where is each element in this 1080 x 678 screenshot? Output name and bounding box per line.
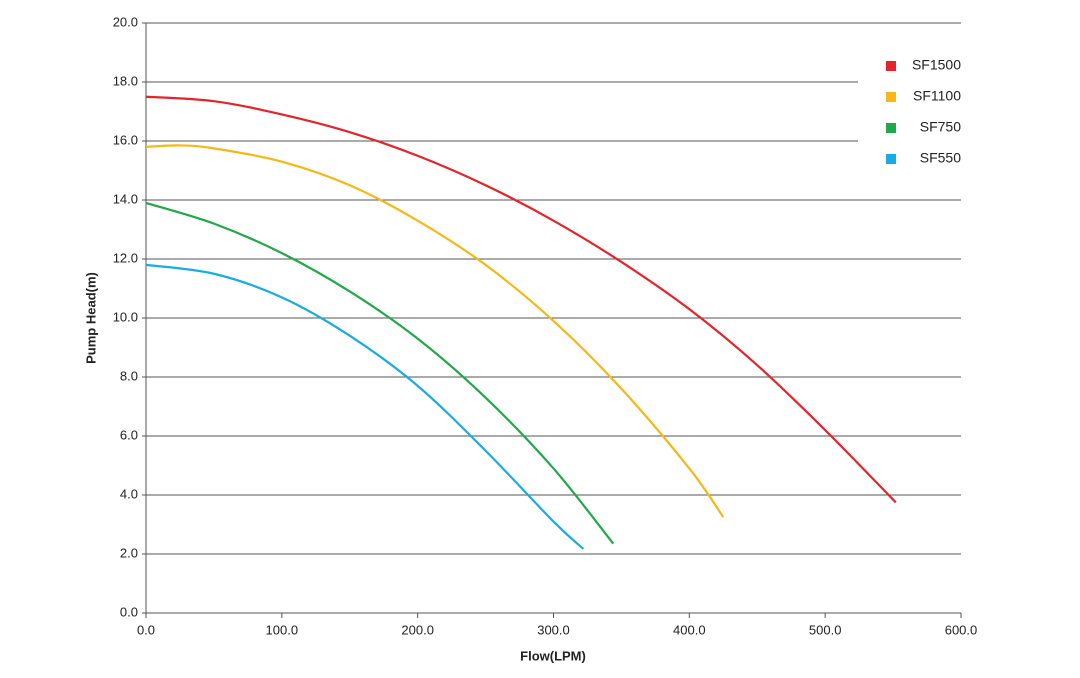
x-axis-title: Flow(LPM) bbox=[520, 648, 586, 663]
x-tick-label: 400.0 bbox=[673, 622, 706, 637]
x-tick-label: 100.0 bbox=[266, 622, 299, 637]
y-tick-label: 8.0 bbox=[120, 368, 138, 383]
y-tick-label: 14.0 bbox=[113, 191, 138, 206]
legend-label: SF550 bbox=[920, 150, 961, 166]
legend-swatch bbox=[886, 154, 896, 164]
x-tick-label: 500.0 bbox=[809, 622, 842, 637]
y-tick-label: 4.0 bbox=[120, 486, 138, 501]
y-axis-title: Pump Head(m) bbox=[83, 272, 98, 364]
legend-label: SF1500 bbox=[912, 57, 961, 73]
legend-swatch bbox=[886, 123, 896, 133]
y-tick-label: 20.0 bbox=[113, 14, 138, 29]
y-tick-label: 2.0 bbox=[120, 545, 138, 560]
y-tick-label: 0.0 bbox=[120, 604, 138, 619]
y-tick-label: 16.0 bbox=[113, 132, 138, 147]
x-tick-label: 300.0 bbox=[537, 622, 570, 637]
x-tick-label: 600.0 bbox=[945, 622, 978, 637]
series-line bbox=[145, 95, 897, 504]
y-tick-label: 18.0 bbox=[113, 73, 138, 88]
legend-label: SF1100 bbox=[913, 88, 961, 104]
legend-swatch bbox=[886, 61, 896, 71]
series-line bbox=[145, 144, 725, 518]
y-tick-label: 12.0 bbox=[113, 250, 138, 265]
series-line bbox=[145, 201, 615, 545]
x-tick-label: 0.0 bbox=[137, 622, 155, 637]
legend-label: SF750 bbox=[920, 119, 961, 135]
x-tick-label: 200.0 bbox=[401, 622, 434, 637]
y-tick-label: 6.0 bbox=[120, 427, 138, 442]
legend-swatch bbox=[886, 92, 896, 102]
series-line bbox=[145, 263, 585, 550]
y-tick-label: 10.0 bbox=[113, 309, 138, 324]
